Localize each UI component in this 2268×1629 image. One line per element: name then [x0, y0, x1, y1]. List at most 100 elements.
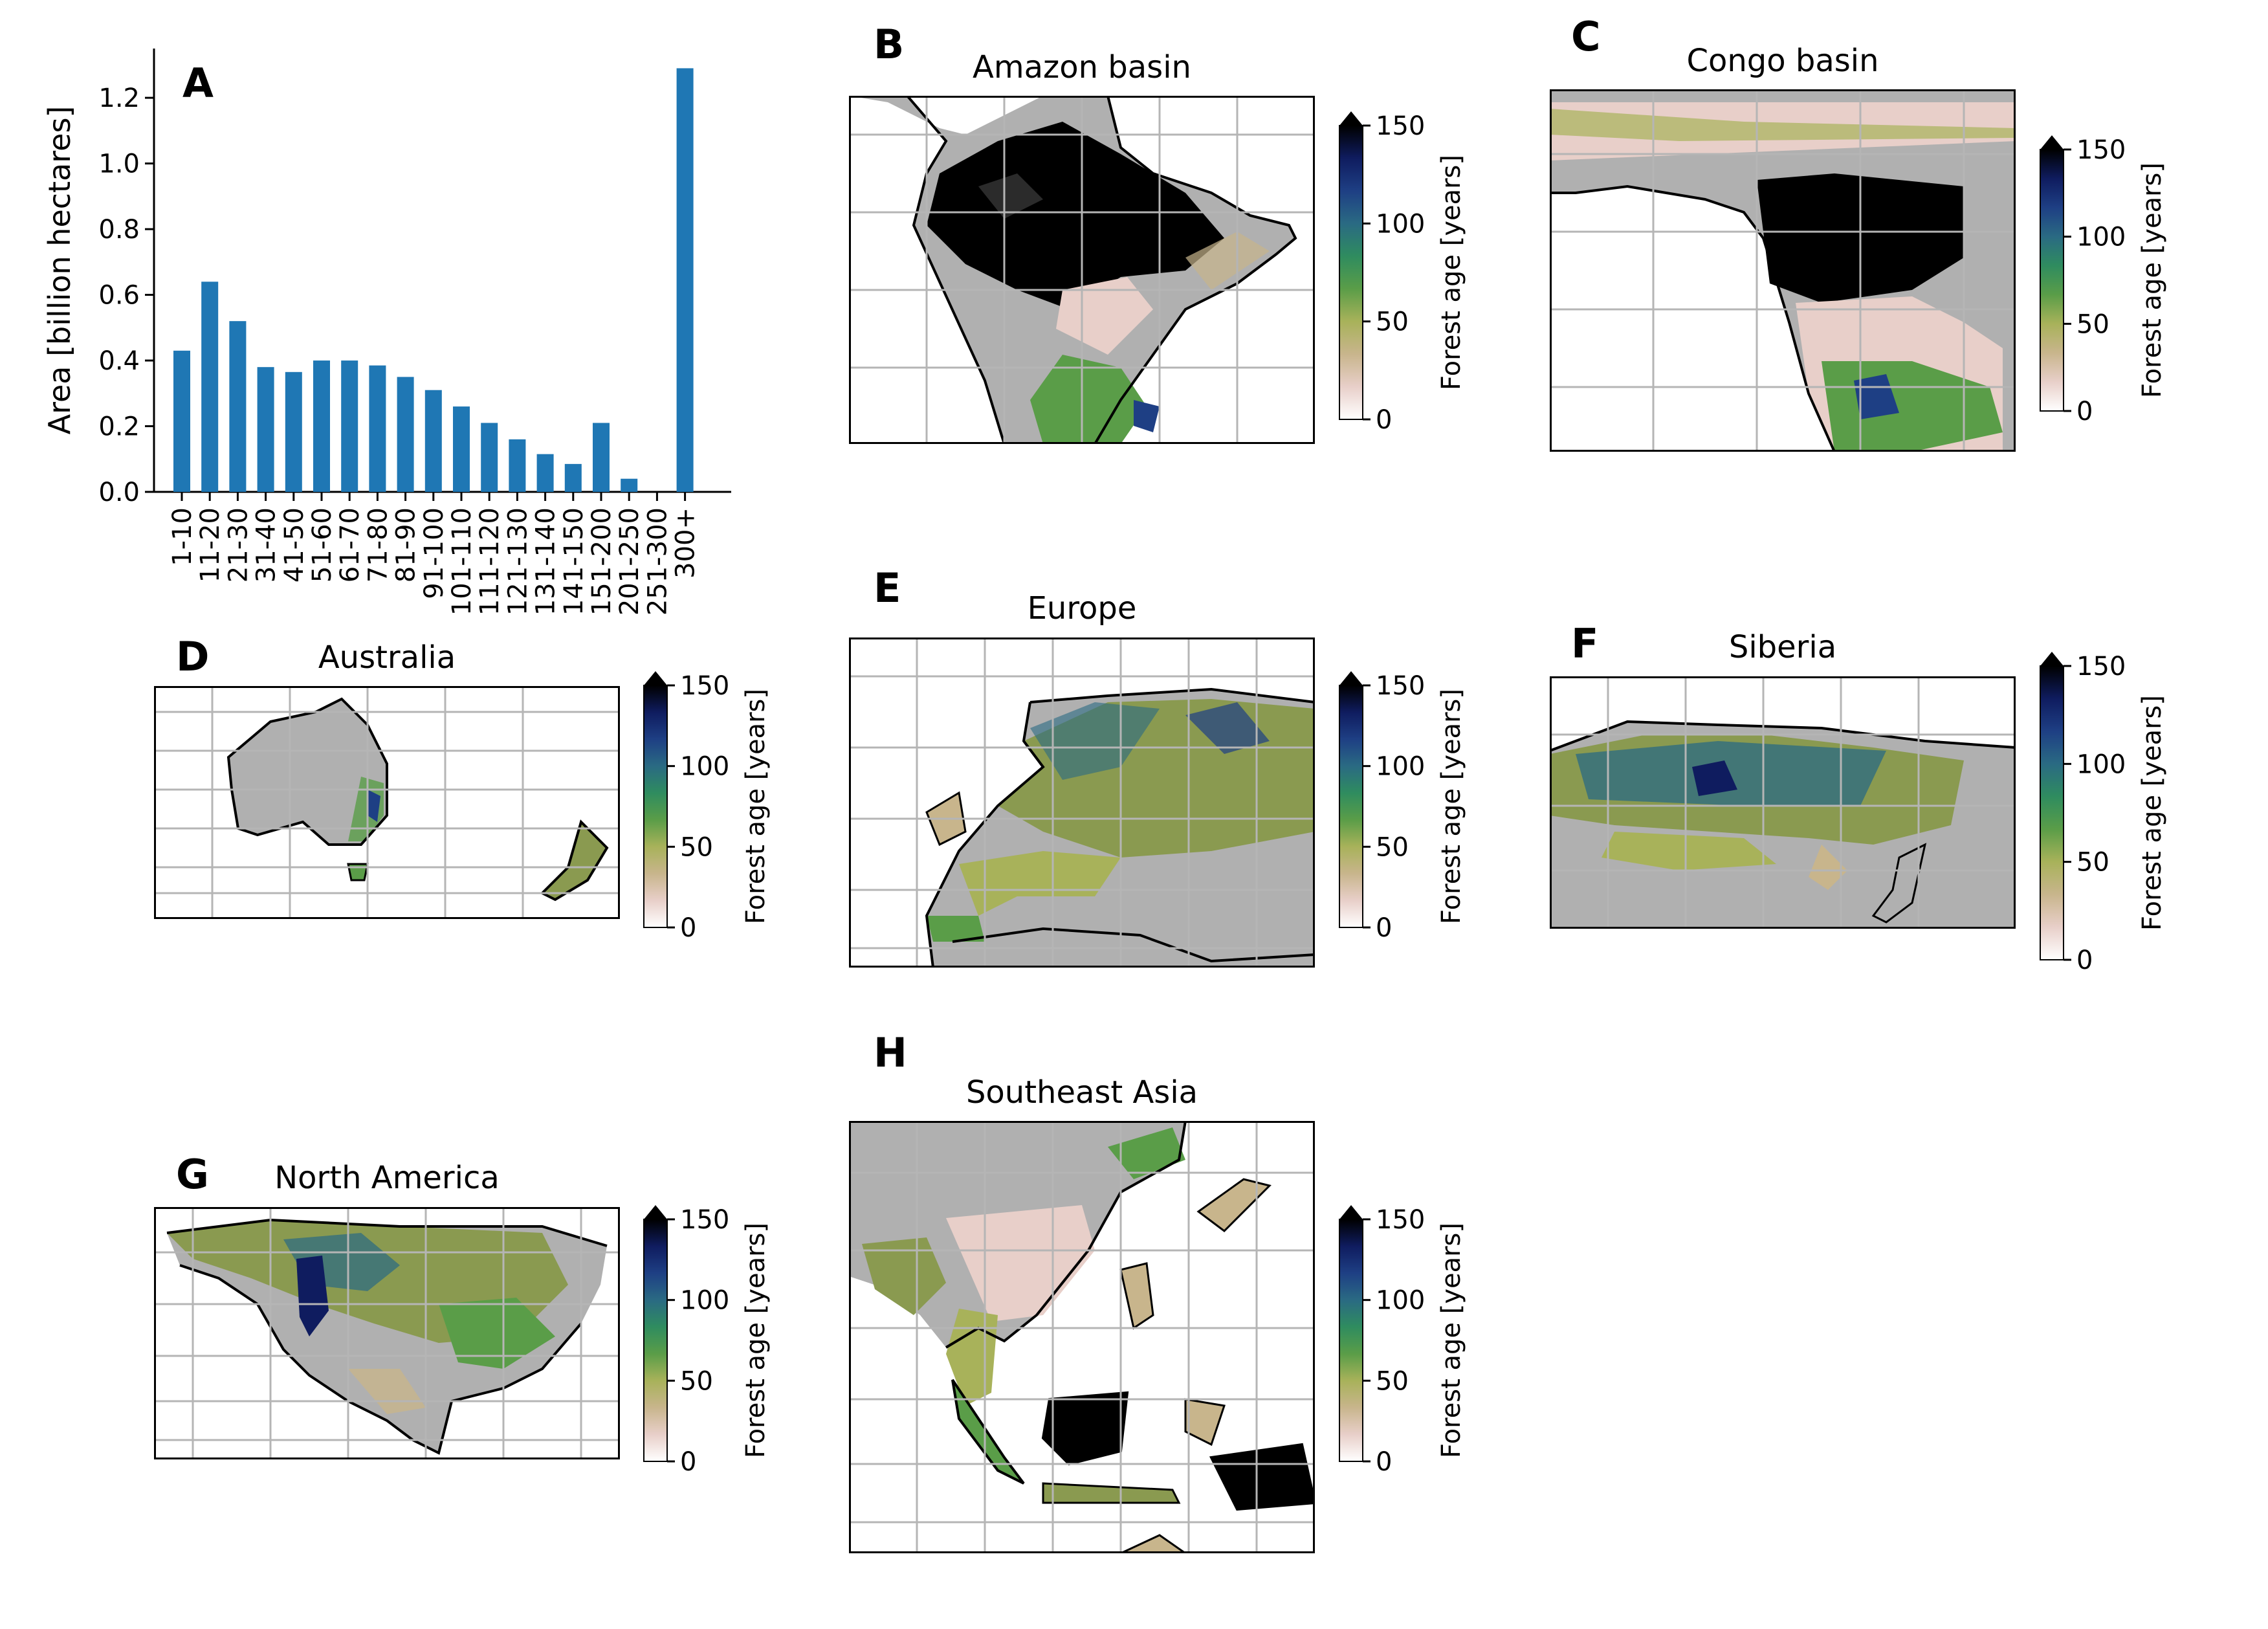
panel-letter-f: F	[1571, 620, 1599, 667]
colorbar-australia: 0 50 100 150 Forest age [years]	[643, 671, 771, 940]
x-tick-label: 1-10	[168, 507, 197, 566]
y-tick-label: 0.8	[98, 215, 140, 245]
colorbar-label: Forest age [years]	[741, 689, 771, 924]
colorbar-extend-max-arrow	[1339, 111, 1363, 126]
map-congo-basin	[1550, 89, 2016, 452]
colorbar-tick-label: 0	[680, 1447, 696, 1474]
bar	[313, 360, 330, 492]
bar	[229, 321, 247, 492]
colorbar-tick-label: 0	[1376, 913, 1392, 940]
map-north-america	[154, 1207, 620, 1459]
map-title-southeast-asia: Southeast Asia	[965, 1074, 1198, 1111]
colorbar-tick-label: 0	[680, 913, 696, 940]
colorbar-extend-max-arrow	[644, 671, 667, 685]
bar	[564, 463, 582, 492]
x-tick-label: 11-20	[195, 507, 225, 582]
colorbar-label: Forest age [years]	[2137, 695, 2167, 931]
y-axis-label: Area [billion hectares]	[42, 106, 77, 435]
colorbar-gradient	[643, 1219, 668, 1462]
colorbar-amazon-basin: 0 50 100 150 Forest age [years]	[1339, 111, 1466, 432]
bar	[481, 423, 498, 492]
colorbar-tick-label: 0	[1376, 405, 1392, 432]
colorbar-tick-label: 150	[680, 671, 729, 701]
colorbar-extend-max-arrow	[1339, 671, 1363, 685]
x-tick-label: 81-90	[391, 507, 421, 582]
panel-letter-b: B	[874, 21, 905, 68]
colorbar-tick-label: 50	[2076, 848, 2109, 878]
x-tick-label: 101-110	[447, 507, 477, 615]
bar	[593, 423, 610, 492]
colorbar-tick-label: 50	[680, 1366, 713, 1396]
colorbar-southeast-asia: 0 50 100 150 Forest age [years]	[1339, 1205, 1466, 1474]
bar	[285, 371, 302, 492]
colorbar-tick-label: 100	[2076, 749, 2126, 779]
bar	[369, 365, 386, 492]
map-title-amazon-basin: Amazon basin	[973, 49, 1191, 85]
colorbar-tick-label: 150	[2076, 135, 2126, 165]
y-tick-label: 0.2	[98, 412, 140, 442]
bar	[397, 377, 414, 492]
bar	[257, 367, 274, 492]
panel-letter-e: E	[874, 564, 901, 612]
colorbar-siberia: 0 50 100 150 Forest age [years]	[2040, 652, 2167, 973]
x-tick-label: 61-70	[335, 507, 365, 582]
map-title-australia: Australia	[318, 639, 456, 676]
map-title-europe: Europe	[1027, 590, 1137, 626]
panel-letter-c: C	[1571, 13, 1601, 60]
bar	[341, 360, 358, 492]
bar	[424, 390, 442, 492]
colorbar-congo-basin: 0 50 100 150 Forest age [years]	[2040, 135, 2167, 424]
x-tick-label: 71-80	[363, 507, 393, 582]
colorbar-extend-max-arrow	[2040, 135, 2064, 150]
map-amazon-basin	[849, 96, 1315, 444]
bar	[621, 478, 638, 492]
panel-letter-h: H	[874, 1029, 907, 1076]
colorbar-europe: 0 50 100 150 Forest age [years]	[1339, 671, 1466, 940]
colorbar-tick-label: 150	[2076, 652, 2126, 682]
x-tick-label: 41-50	[280, 507, 309, 582]
panel-letter-a: A	[182, 60, 214, 107]
colorbar-tick-label: 150	[680, 1205, 729, 1235]
colorbar-tick-label: 100	[680, 1286, 729, 1316]
y-tick-label: 0.4	[98, 346, 140, 376]
colorbar-gradient	[2040, 665, 2064, 960]
x-tick-label: 300+	[671, 507, 701, 579]
colorbar-tick-label: 100	[1376, 209, 1425, 239]
colorbar-extend-max-arrow	[1339, 1205, 1363, 1219]
x-tick-label: 31-40	[252, 507, 281, 582]
map-siberia	[1550, 676, 2016, 929]
colorbar-label: Forest age [years]	[1437, 1223, 1466, 1458]
colorbar-tick-label: 50	[680, 832, 713, 862]
age-class-area-bar-chart: 0.0 0.2 0.4 0.6 0.8 1.0 1.2 Area [billion hecta…	[42, 49, 731, 615]
colorbar-tick-label: 0	[2076, 397, 2093, 424]
x-tick-label: 251-300	[643, 507, 672, 615]
map-title-north-america: North America	[274, 1160, 500, 1196]
colorbar-extend-max-arrow	[644, 1205, 667, 1219]
map-europe	[849, 637, 1315, 968]
colorbar-tick-label: 100	[1376, 1286, 1425, 1316]
x-tick-label: 111-120	[475, 507, 505, 615]
x-tick-label: 91-100	[419, 507, 449, 599]
colorbar-tick-label: 100	[1376, 752, 1425, 782]
colorbar-tick-label: 100	[680, 752, 729, 782]
panel-letter-d: D	[176, 633, 210, 680]
bar	[201, 282, 219, 492]
bar	[676, 68, 694, 492]
colorbar-gradient	[1339, 1219, 1363, 1462]
colorbar-north-america: 0 50 100 150 Forest age [years]	[643, 1205, 771, 1474]
colorbar-extend-max-arrow	[2040, 652, 2064, 666]
colorbar-label: Forest age [years]	[1437, 155, 1466, 390]
colorbar-tick-label: 0	[2076, 946, 2093, 973]
colorbar-gradient	[1339, 685, 1363, 928]
y-tick-label: 0.6	[98, 281, 140, 311]
x-tick-label: 51-60	[307, 507, 337, 582]
colorbar-label: Forest age [years]	[1437, 689, 1466, 924]
y-tick-label: 1.2	[98, 83, 140, 113]
x-tick-label: 21-30	[223, 507, 253, 582]
colorbar-gradient	[1339, 125, 1363, 420]
colorbar-tick-label: 50	[2076, 309, 2109, 339]
colorbar-gradient	[643, 685, 668, 928]
x-tick-label: 121-130	[503, 507, 533, 615]
x-tick-label: 151-200	[587, 507, 617, 615]
bar	[536, 454, 554, 492]
